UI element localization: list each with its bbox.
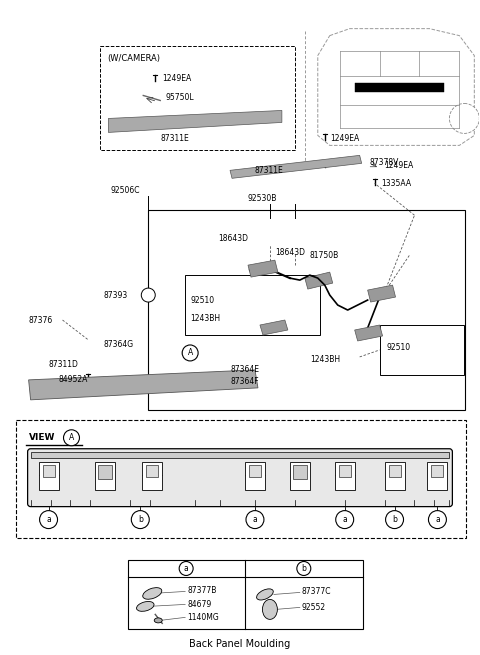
- Polygon shape: [305, 272, 333, 289]
- Text: 87377C: 87377C: [302, 587, 331, 596]
- Circle shape: [246, 511, 264, 529]
- Text: 1243BH: 1243BH: [190, 314, 220, 322]
- Polygon shape: [368, 285, 396, 302]
- Text: 87364E: 87364E: [230, 365, 259, 375]
- Bar: [293, 464, 307, 479]
- Text: b: b: [138, 515, 143, 524]
- Text: 87364F: 87364F: [230, 377, 259, 386]
- Bar: [146, 464, 158, 477]
- Circle shape: [429, 511, 446, 529]
- Text: a: a: [435, 515, 440, 524]
- Bar: [16, 420, 467, 538]
- Bar: [428, 462, 447, 490]
- Text: Back Panel Moulding: Back Panel Moulding: [190, 639, 290, 649]
- Bar: [335, 462, 355, 490]
- Text: b: b: [301, 564, 306, 573]
- Text: 87311D: 87311D: [48, 360, 78, 369]
- Bar: [96, 462, 115, 490]
- Text: 87311E: 87311E: [255, 166, 284, 175]
- Text: a: a: [252, 515, 257, 524]
- Bar: [98, 464, 112, 479]
- Text: 92552: 92552: [302, 603, 326, 612]
- Polygon shape: [318, 29, 474, 145]
- Text: b: b: [392, 515, 397, 524]
- Text: 18643D: 18643D: [275, 248, 305, 257]
- Bar: [249, 464, 261, 477]
- Polygon shape: [355, 325, 383, 341]
- Text: A: A: [69, 433, 74, 442]
- Circle shape: [336, 511, 354, 529]
- Circle shape: [63, 430, 80, 446]
- Bar: [380, 325, 464, 375]
- Text: A: A: [188, 348, 193, 358]
- Text: 95750L: 95750L: [165, 93, 194, 102]
- Text: 18643D: 18643D: [218, 234, 248, 243]
- Text: 84679: 84679: [187, 600, 211, 609]
- Text: 87376: 87376: [29, 316, 53, 324]
- FancyBboxPatch shape: [28, 449, 452, 506]
- Ellipse shape: [136, 601, 154, 611]
- Polygon shape: [31, 452, 449, 458]
- Circle shape: [449, 103, 480, 134]
- Text: 87377B: 87377B: [187, 586, 216, 595]
- Bar: [389, 464, 400, 477]
- Text: 87378V: 87378V: [370, 158, 399, 167]
- Bar: [38, 462, 59, 490]
- Text: 1249EA: 1249EA: [330, 134, 359, 143]
- Polygon shape: [355, 83, 444, 92]
- Bar: [245, 462, 265, 490]
- Bar: [148, 210, 465, 410]
- Bar: [100, 46, 295, 151]
- Text: 92510: 92510: [190, 295, 214, 305]
- Text: (W/CAMERA): (W/CAMERA): [108, 54, 160, 63]
- Text: VIEW: VIEW: [29, 433, 55, 442]
- Bar: [384, 462, 405, 490]
- Text: 1140MG: 1140MG: [187, 613, 219, 622]
- Polygon shape: [108, 111, 282, 132]
- Text: 87393: 87393: [103, 291, 128, 299]
- Circle shape: [179, 561, 193, 576]
- Text: 81750B: 81750B: [310, 251, 339, 259]
- Text: 92510: 92510: [386, 343, 411, 352]
- Bar: [142, 462, 162, 490]
- Bar: [43, 464, 55, 477]
- Text: 92530B: 92530B: [248, 194, 277, 203]
- Bar: [128, 559, 363, 629]
- Polygon shape: [230, 155, 361, 178]
- Text: a: a: [184, 564, 189, 573]
- Polygon shape: [248, 260, 278, 277]
- Text: 1243BH: 1243BH: [310, 356, 340, 364]
- Text: 1249EA: 1249EA: [162, 74, 192, 83]
- Ellipse shape: [257, 589, 273, 600]
- Text: 1335AA: 1335AA: [382, 179, 412, 188]
- Ellipse shape: [263, 599, 277, 620]
- Circle shape: [132, 511, 149, 529]
- Circle shape: [182, 345, 198, 361]
- Text: a: a: [342, 515, 347, 524]
- Polygon shape: [260, 320, 288, 335]
- Bar: [432, 464, 444, 477]
- Text: 92506C: 92506C: [110, 186, 140, 195]
- Text: 1249EA: 1249EA: [384, 161, 414, 170]
- Text: 87364G: 87364G: [103, 341, 133, 350]
- Circle shape: [297, 561, 311, 576]
- Ellipse shape: [154, 618, 162, 623]
- Bar: [339, 464, 351, 477]
- Polygon shape: [29, 370, 258, 400]
- Text: 84952A: 84952A: [59, 375, 88, 384]
- Bar: [290, 462, 310, 490]
- Circle shape: [39, 511, 58, 529]
- Text: a: a: [46, 515, 51, 524]
- Text: 87311E: 87311E: [160, 134, 189, 143]
- Bar: [185, 275, 320, 335]
- Ellipse shape: [143, 588, 162, 599]
- Circle shape: [385, 511, 404, 529]
- Circle shape: [141, 288, 155, 302]
